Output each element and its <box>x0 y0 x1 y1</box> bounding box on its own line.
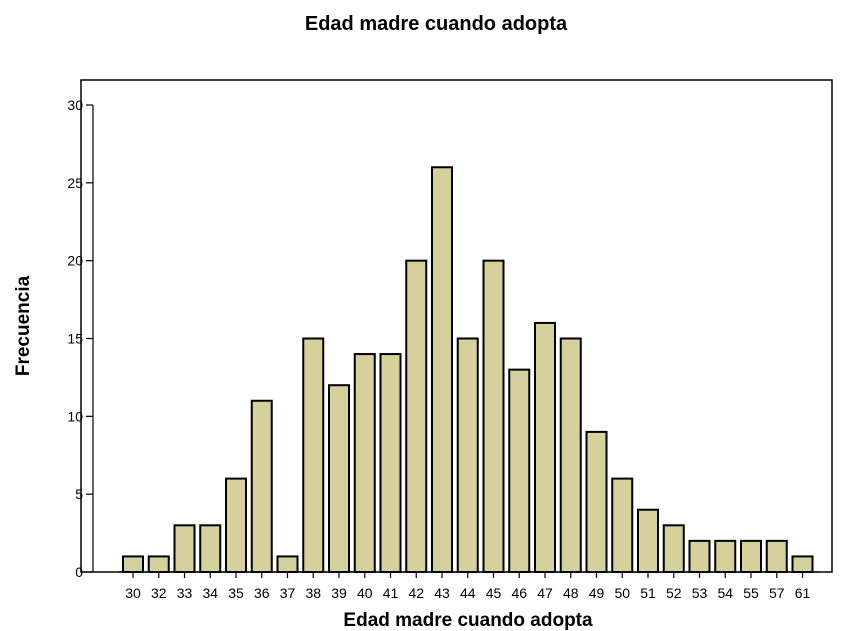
plot-frame <box>80 79 833 573</box>
x-tick-label: 37 <box>280 585 296 601</box>
x-tick-label: 41 <box>383 585 399 601</box>
x-tick-label: 34 <box>202 585 218 601</box>
x-tick-label: 30 <box>125 585 141 601</box>
bar-53 <box>688 539 711 573</box>
x-tick-label: 44 <box>460 585 476 601</box>
x-tick-label: 54 <box>717 585 733 601</box>
x-tick-label: 51 <box>640 585 656 601</box>
x-tick-label: 35 <box>228 585 244 601</box>
bar-32 <box>147 555 170 574</box>
bar-52 <box>662 524 685 573</box>
x-tick-label: 45 <box>486 585 502 601</box>
x-tick-label: 36 <box>254 585 270 601</box>
x-axis-title: Edad madre cuando adopta <box>343 610 593 631</box>
bar-43 <box>431 166 453 573</box>
bar-49 <box>585 430 608 573</box>
bars <box>122 166 814 574</box>
x-tick-label: 53 <box>692 585 708 601</box>
bar-39 <box>328 384 350 574</box>
x-tick-label: 42 <box>408 585 424 601</box>
bar-57 <box>765 539 788 573</box>
bar-41 <box>379 353 402 574</box>
bar-44 <box>456 337 479 573</box>
y-tick-label: 10 <box>67 408 83 424</box>
bar-61 <box>791 555 814 574</box>
y-axis-ticks: 0 5 10 15 20 25 30 <box>67 97 93 580</box>
x-tick-label: 48 <box>563 585 579 601</box>
x-tick-label: 47 <box>537 585 553 601</box>
x-axis-ticks: 30 32 33 34 35 36 37 38 39 40 41 42 43 44 45 46 47 48 49 50… <box>125 572 810 601</box>
x-tick-label: 55 <box>743 585 759 601</box>
bar-50 <box>611 477 634 574</box>
x-tick-label: 61 <box>795 585 811 601</box>
y-tick-label: 25 <box>67 175 83 191</box>
x-tick-label: 39 <box>331 585 347 601</box>
x-tick-label: 52 <box>666 585 682 601</box>
y-axis-title: Frecuencia <box>13 275 34 376</box>
x-tick-label: 46 <box>511 585 527 601</box>
x-tick-label: 49 <box>589 585 605 601</box>
bar-30 <box>122 555 144 574</box>
bar-40 <box>353 353 376 574</box>
y-tick-label: 5 <box>75 486 83 502</box>
bar-54 <box>714 539 737 573</box>
y-tick-label: 15 <box>67 331 83 347</box>
bar-42 <box>405 259 428 573</box>
x-tick-label: 38 <box>305 585 321 601</box>
bar-36 <box>250 399 273 573</box>
bar-33 <box>173 524 196 573</box>
bar-47 <box>534 321 556 573</box>
bar-37 <box>276 555 299 574</box>
bar-51 <box>637 508 659 574</box>
y-tick-label: 0 <box>75 564 83 580</box>
x-tick-label: 43 <box>434 585 450 601</box>
y-tick-label: 20 <box>67 253 83 269</box>
x-tick-label: 50 <box>614 585 630 601</box>
bar-34 <box>199 524 222 573</box>
bar-38 <box>302 337 325 573</box>
x-tick-label: 33 <box>177 585 193 601</box>
bar-48 <box>559 337 582 573</box>
chart-title: Edad madre cuando adopta <box>305 13 568 35</box>
bar-55 <box>740 539 762 573</box>
x-tick-label: 32 <box>151 585 167 601</box>
y-tick-label: 30 <box>67 97 83 113</box>
x-tick-label: 57 <box>769 585 785 601</box>
bar-45 <box>482 259 505 573</box>
x-tick-label: 40 <box>357 585 373 601</box>
bar-46 <box>508 368 531 573</box>
bar-35 <box>225 477 247 574</box>
